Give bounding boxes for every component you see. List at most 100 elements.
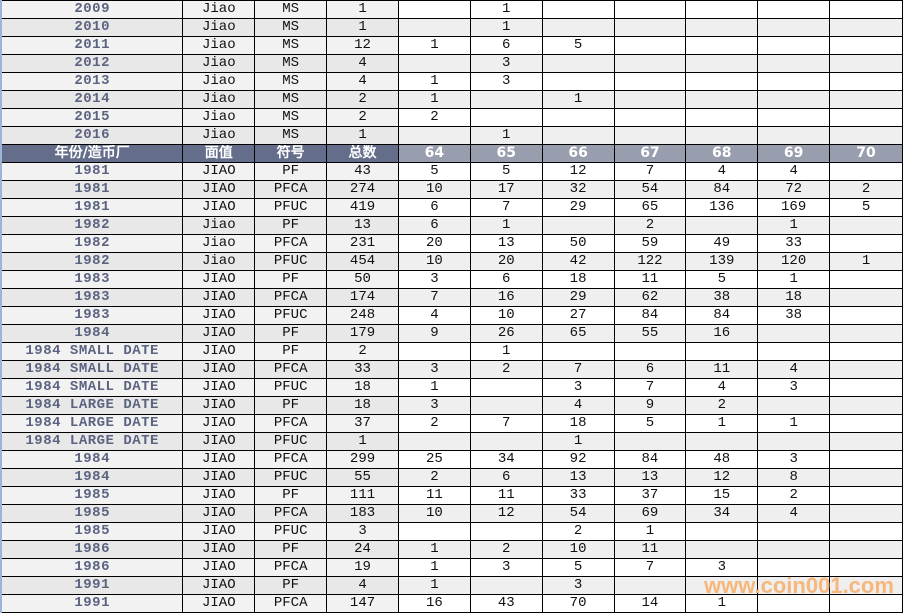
denomination-cell[interactable]: Jiao [182, 36, 256, 55]
grade-cell[interactable] [613, 72, 687, 91]
grade-cell[interactable] [829, 540, 903, 559]
grade-cell[interactable]: 1 [469, 342, 543, 361]
grade-cell[interactable]: 65 [613, 198, 687, 217]
total-cell[interactable]: 33 [326, 360, 399, 379]
grade-cell[interactable] [829, 594, 903, 613]
grade-cell[interactable]: 9 [613, 396, 687, 415]
grade-cell[interactable]: 10 [397, 252, 471, 271]
year-cell[interactable]: 1991 [0, 594, 184, 613]
symbol-cell[interactable]: PF [254, 396, 328, 415]
symbol-cell[interactable]: PFUC [254, 378, 328, 397]
denomination-cell[interactable]: Jiao [182, 126, 256, 145]
grade-cell[interactable]: 2 [469, 360, 543, 379]
grade-cell[interactable] [829, 270, 903, 289]
grade-cell[interactable]: 2 [469, 540, 543, 559]
grade-cell[interactable] [829, 522, 903, 541]
grade-cell[interactable] [757, 108, 831, 127]
grade-cell[interactable] [829, 378, 903, 397]
symbol-cell[interactable]: PFUC [254, 198, 328, 217]
total-cell[interactable]: 454 [326, 252, 399, 271]
grade-cell[interactable] [829, 234, 903, 253]
denomination-cell[interactable]: JIAO [182, 522, 256, 541]
grade-cell[interactable] [613, 18, 687, 37]
year-cell[interactable]: 2013 [0, 72, 184, 91]
grade-cell[interactable]: 12 [685, 468, 759, 487]
symbol-cell[interactable]: PFUC [254, 252, 328, 271]
grade-cell[interactable]: 34 [685, 504, 759, 523]
grade-cell[interactable]: 4 [757, 504, 831, 523]
grade-cell[interactable] [829, 18, 903, 37]
grade-cell[interactable] [829, 414, 903, 433]
grade-cell[interactable] [613, 36, 687, 55]
grade-cell[interactable] [541, 342, 615, 361]
grade-cell[interactable]: 6 [469, 270, 543, 289]
grade-cell[interactable]: 27 [541, 306, 615, 325]
year-cell[interactable]: 1985 [0, 522, 184, 541]
grade-cell[interactable] [541, 72, 615, 91]
year-cell[interactable]: 1986 [0, 558, 184, 577]
grade-cell[interactable] [469, 432, 543, 451]
symbol-cell[interactable]: MS [254, 54, 328, 73]
grade-cell[interactable]: 20 [469, 252, 543, 271]
header-year[interactable]: 年份/造币厂 [0, 144, 184, 163]
grade-cell[interactable]: 43 [469, 594, 543, 613]
grade-cell[interactable] [829, 504, 903, 523]
grade-cell[interactable] [397, 522, 471, 541]
denomination-cell[interactable]: Jiao [182, 18, 256, 37]
grade-cell[interactable]: 59 [613, 234, 687, 253]
symbol-cell[interactable]: PFUC [254, 432, 328, 451]
denomination-cell[interactable]: Jiao [182, 72, 256, 91]
grade-cell[interactable]: 3 [541, 378, 615, 397]
year-cell[interactable]: 2014 [0, 90, 184, 109]
grade-cell[interactable] [757, 432, 831, 451]
grade-cell[interactable]: 2 [829, 180, 903, 199]
grade-cell[interactable]: 1 [829, 252, 903, 271]
year-cell[interactable]: 2009 [0, 0, 184, 19]
grade-cell[interactable]: 1 [757, 414, 831, 433]
grade-cell[interactable] [397, 126, 471, 145]
denomination-cell[interactable]: JIAO [182, 180, 256, 199]
grade-cell[interactable]: 34 [469, 450, 543, 469]
total-cell[interactable]: 4 [326, 72, 399, 91]
symbol-cell[interactable]: MS [254, 36, 328, 55]
grade-cell[interactable]: 2 [397, 108, 471, 127]
grade-cell[interactable]: 6 [469, 468, 543, 487]
symbol-cell[interactable]: PFCA [254, 450, 328, 469]
grade-cell[interactable] [757, 18, 831, 37]
symbol-cell[interactable]: PF [254, 216, 328, 235]
grade-cell[interactable] [685, 432, 759, 451]
grade-cell[interactable]: 1 [397, 72, 471, 91]
total-cell[interactable]: 248 [326, 306, 399, 325]
grade-cell[interactable]: 1 [397, 36, 471, 55]
grade-cell[interactable]: 12 [469, 504, 543, 523]
grade-cell[interactable] [757, 576, 831, 595]
header-denomination[interactable]: 面值 [182, 144, 256, 163]
total-cell[interactable]: 1 [326, 18, 399, 37]
total-cell[interactable]: 3 [326, 522, 399, 541]
grade-cell[interactable] [829, 576, 903, 595]
grade-cell[interactable] [469, 90, 543, 109]
denomination-cell[interactable]: Jiao [182, 252, 256, 271]
year-cell[interactable]: 1983 [0, 306, 184, 325]
year-cell[interactable]: 1984 [0, 324, 184, 343]
grade-cell[interactable] [613, 342, 687, 361]
grade-cell[interactable]: 3 [757, 450, 831, 469]
grade-cell[interactable] [757, 90, 831, 109]
grade-cell[interactable]: 54 [613, 180, 687, 199]
grade-cell[interactable]: 48 [685, 450, 759, 469]
grade-cell[interactable]: 72 [757, 180, 831, 199]
denomination-cell[interactable]: JIAO [182, 360, 256, 379]
grade-cell[interactable] [469, 108, 543, 127]
denomination-cell[interactable]: JIAO [182, 540, 256, 559]
grade-cell[interactable]: 84 [685, 180, 759, 199]
grade-cell[interactable] [469, 396, 543, 415]
grade-cell[interactable]: 38 [757, 306, 831, 325]
grade-cell[interactable]: 5 [829, 198, 903, 217]
grade-cell[interactable]: 42 [541, 252, 615, 271]
symbol-cell[interactable]: PFUC [254, 522, 328, 541]
grade-cell[interactable]: 136 [685, 198, 759, 217]
grade-cell[interactable] [829, 468, 903, 487]
grade-cell[interactable] [685, 108, 759, 127]
year-cell[interactable]: 1983 [0, 270, 184, 289]
year-cell[interactable]: 1991 [0, 576, 184, 595]
